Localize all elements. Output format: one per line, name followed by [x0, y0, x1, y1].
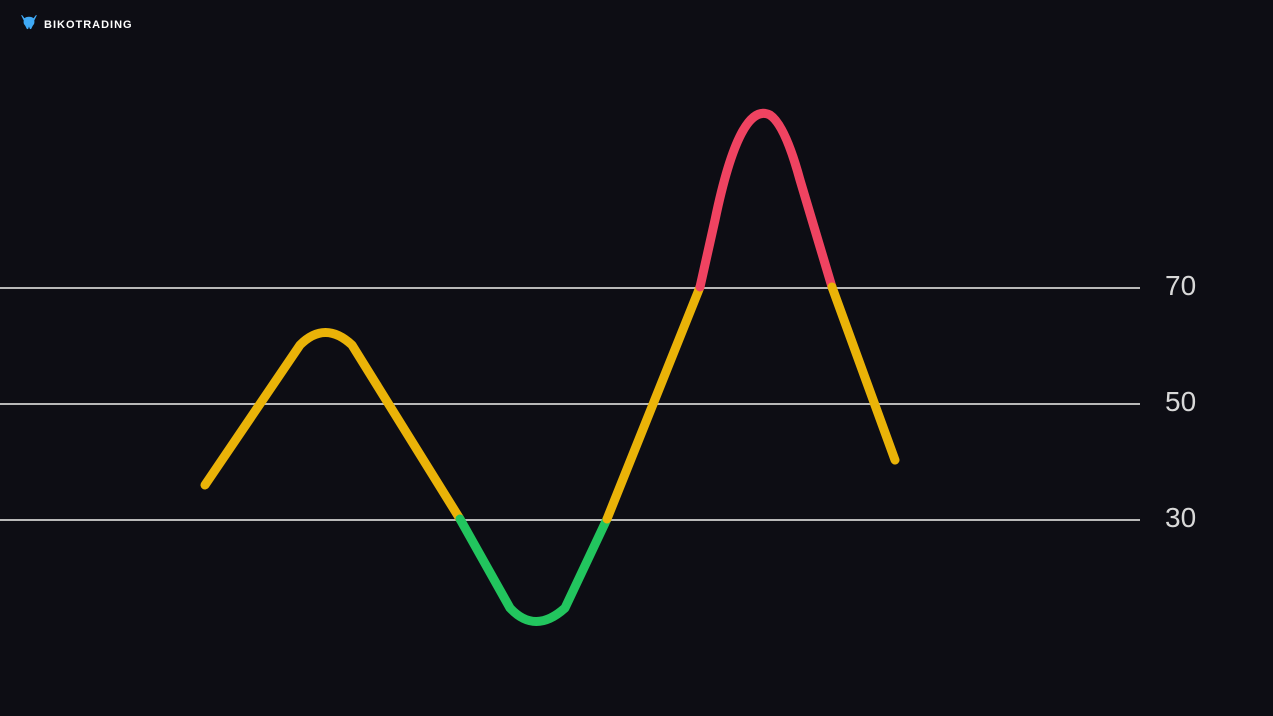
brand-logo: BIKOTRADING — [20, 14, 133, 35]
segment-overbought — [700, 113, 832, 287]
rsi-line-svg — [0, 0, 1273, 716]
bull-icon — [20, 14, 38, 35]
segment-oversold — [460, 519, 607, 622]
brand-name: BIKOTRADING — [44, 19, 133, 31]
segment-neutral-1 — [205, 333, 460, 520]
rsi-chart: 70 50 30 — [0, 0, 1273, 716]
segment-neutral-3 — [832, 287, 895, 460]
segment-neutral-2 — [607, 287, 700, 519]
